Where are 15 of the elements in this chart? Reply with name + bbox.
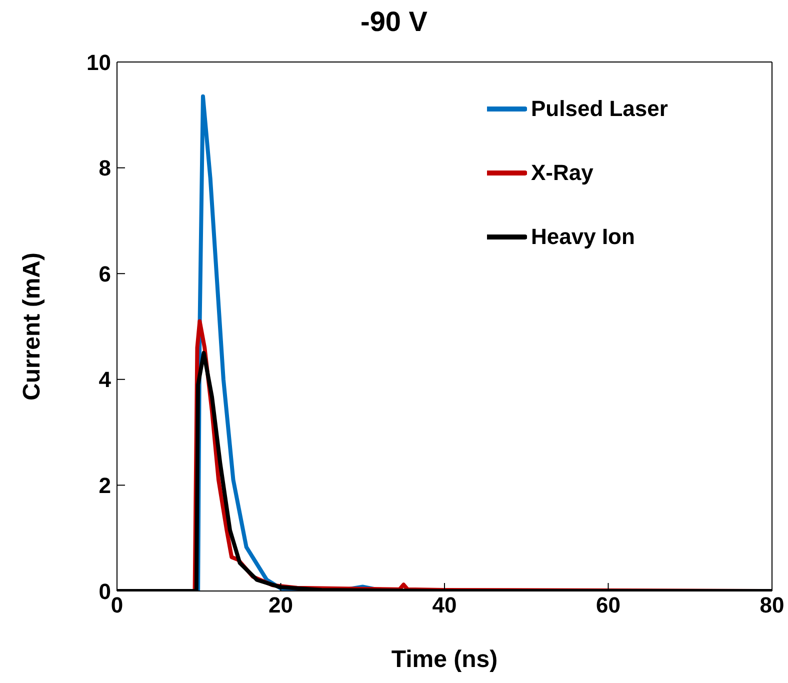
x-axis-title: Time (ns) (391, 646, 498, 673)
legend-label: X-Ray (531, 160, 594, 186)
y-tick-label: 4 (98, 367, 112, 392)
x-tick-label: 40 (432, 592, 457, 618)
y-tick-label: 8 (98, 156, 111, 181)
legend-label: Heavy Ion (531, 224, 635, 250)
y-tick-label: 10 (86, 50, 111, 75)
x-tick-label: 60 (596, 592, 620, 618)
y-tick-label: 2 (98, 473, 111, 498)
y-axis-title: Current (mA) (18, 252, 46, 400)
x-tick-label: 80 (760, 592, 784, 618)
x-tick-label: 20 (268, 592, 293, 618)
chart-title: -90 V (360, 6, 428, 38)
legend-label: Pulsed Laser (531, 96, 668, 122)
y-tick-label: 6 (98, 261, 111, 286)
